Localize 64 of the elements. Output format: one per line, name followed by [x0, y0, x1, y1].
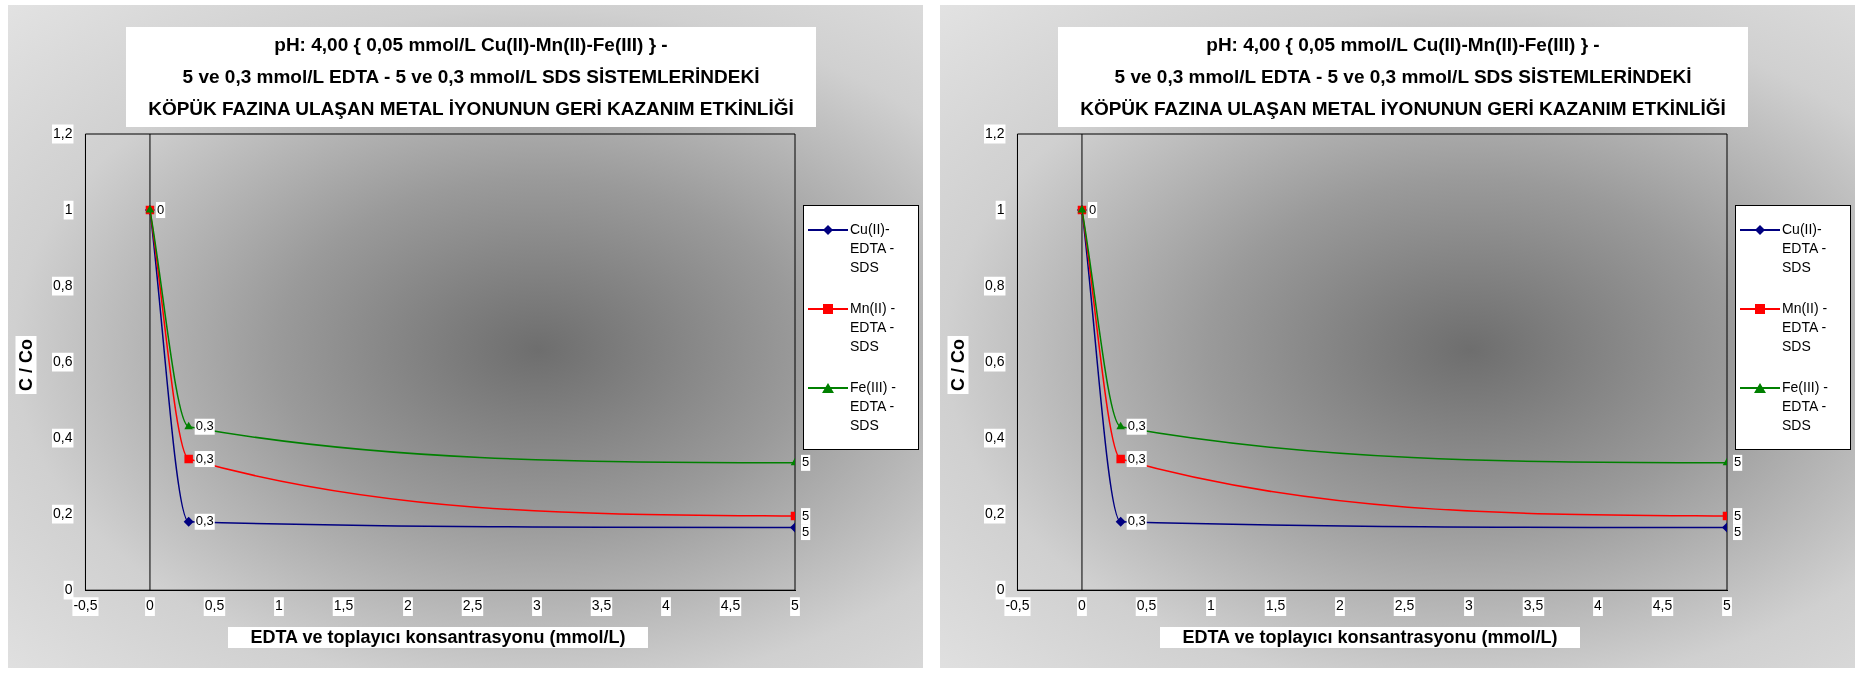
x-tick-label: 2,5 [462, 597, 483, 614]
annotation: 5 [802, 523, 810, 539]
y-axis-title: C / Co [947, 336, 969, 394]
y-tick-label: 0,2 [984, 505, 1005, 522]
annotation: 5 [1734, 507, 1742, 523]
x-tick-label: 1 [1207, 597, 1216, 614]
y-tick-label: 1 [996, 200, 1005, 217]
y-axis-title: C / Co [15, 336, 37, 394]
y-tick-label: 1,2 [984, 124, 1005, 141]
annotation: 0,3 [1127, 418, 1146, 434]
legend-label: Mn(II) - EDTA - SDS [1782, 299, 1829, 356]
x-tick-label: 4 [662, 597, 671, 614]
x-tick-label: 1,5 [333, 597, 354, 614]
annotation: 0,3 [1127, 513, 1146, 529]
chart-title: pH: 4,00 { 0,05 mmol/L Cu(II)-Mn(II)-Fe(III) } - 5 ve 0,3 mmol/L EDTA - 5 ve 0,3 mmol/L SDS SİSTEMLERİNDEKİ KÖPÜK FAZINA ULAŞAN METAL İYONUNUN GERİ KAZANIM ETKİNLİĞİ [126, 27, 816, 127]
x-tick-label: 3,5 [1523, 597, 1544, 614]
annotation: 5 [802, 454, 810, 470]
x-tick-label: 0 [146, 597, 155, 614]
y-tick-label: 0,4 [984, 428, 1005, 445]
legend-label: Mn(II) - EDTA - SDS [850, 299, 897, 356]
annotation: 0,3 [195, 513, 214, 529]
y-tick-label: 0 [996, 581, 1005, 598]
y-tick-label: 1 [64, 200, 73, 217]
x-tick-label: 4 [1594, 597, 1603, 614]
y-tick-label: 0 [64, 581, 73, 598]
annotation: 5 [802, 507, 810, 523]
x-tick-label: 1 [275, 597, 284, 614]
y-tick-label: 0,6 [984, 352, 1005, 369]
chart-title: pH: 4,00 { 0,05 mmol/L Cu(II)-Mn(II)-Fe(III) } - 5 ve 0,3 mmol/L EDTA - 5 ve 0,3 mmol/L SDS SİSTEMLERİNDEKİ KÖPÜK FAZINA ULAŞAN METAL İYONUNUN GERİ KAZANIM ETKİNLİĞİ [1058, 27, 1748, 127]
x-tick-label: 4,5 [1652, 597, 1673, 614]
y-tick-label: 0,6 [52, 352, 73, 369]
x-axis-title: EDTA ve toplayıcı konsantrasyonu (mmol/L) [228, 627, 648, 648]
annotation: 0 [156, 201, 165, 217]
x-tick-label: 0,5 [1136, 597, 1157, 614]
annotation: 0,3 [1127, 450, 1146, 466]
legend-label: Cu(II)- EDTA - SDS [1782, 220, 1828, 277]
x-tick-label: 3,5 [591, 597, 612, 614]
y-tick-label: 0,8 [984, 276, 1005, 293]
legend-label: Fe(III) - EDTA - SDS [1782, 378, 1829, 435]
x-tick-label: -0,5 [73, 597, 98, 614]
y-tick-label: 0,4 [52, 428, 73, 445]
annotation: 0,3 [195, 450, 214, 466]
annotation: 5 [1734, 454, 1742, 470]
y-tick-label: 1,2 [52, 124, 73, 141]
annotation: 0 [1088, 201, 1097, 217]
x-tick-label: 3 [1465, 597, 1474, 614]
x-tick-label: 5 [791, 597, 800, 614]
x-tick-label: 2 [1336, 597, 1345, 614]
legend-label: Fe(III) - EDTA - SDS [850, 378, 897, 435]
x-tick-label: 4,5 [720, 597, 741, 614]
annotation: 5 [1734, 523, 1742, 539]
annotation: 0,3 [195, 418, 214, 434]
y-tick-label: 0,8 [52, 276, 73, 293]
x-axis-title: EDTA ve toplayıcı konsantrasyonu (mmol/L) [1160, 627, 1580, 648]
x-tick-label: 1,5 [1265, 597, 1286, 614]
y-tick-label: 0,2 [52, 505, 73, 522]
legend-label: Cu(II)- EDTA - SDS [850, 220, 896, 277]
x-tick-label: 3 [533, 597, 542, 614]
x-tick-label: 5 [1723, 597, 1732, 614]
x-tick-label: -0,5 [1005, 597, 1030, 614]
x-tick-label: 2,5 [1394, 597, 1415, 614]
x-tick-label: 0 [1078, 597, 1087, 614]
x-tick-label: 0,5 [204, 597, 225, 614]
x-tick-label: 2 [404, 597, 413, 614]
